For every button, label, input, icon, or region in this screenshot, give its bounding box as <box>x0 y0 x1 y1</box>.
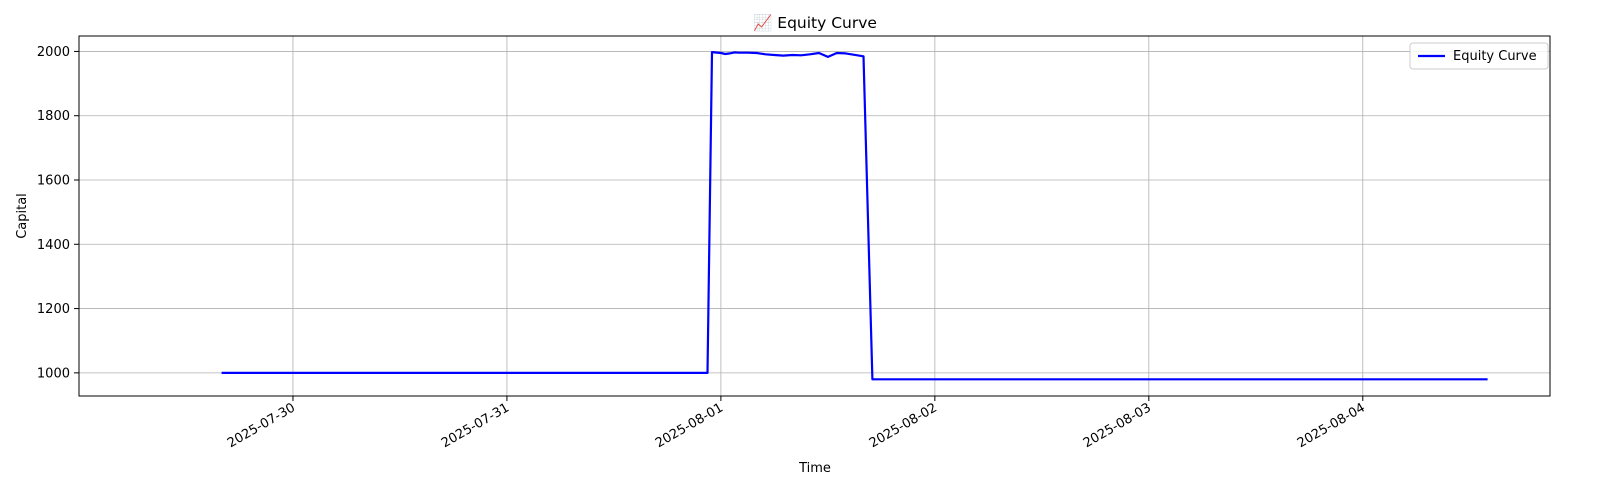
x-tick-label: 2025-07-31 <box>439 400 512 451</box>
series-line-equity-curve <box>221 50 1488 381</box>
y-tick-label: 1200 <box>37 302 70 317</box>
legend-label: Equity Curve <box>1453 49 1537 64</box>
plot-area-frame <box>78 35 1551 397</box>
x-axis-ticks: 2025-07-30 2025-07-31 2025-08-01 2025-08-02… <box>225 396 1368 451</box>
legend-box <box>1409 42 1549 70</box>
y-tick-label: 1400 <box>37 238 70 253</box>
legend: Equity Curve <box>1409 42 1549 70</box>
x-axis-label: Time <box>798 461 831 476</box>
x-tick-label: 2025-08-01 <box>653 400 726 451</box>
x-tick-label: 2025-07-30 <box>225 400 298 451</box>
x-tick-label: 2025-08-02 <box>867 400 940 451</box>
y-tick-label: 1800 <box>37 109 70 124</box>
chart-title: 📈 Equity Curve <box>753 13 877 32</box>
x-tick-label: 2025-08-03 <box>1081 400 1154 451</box>
y-tick-label: 2000 <box>37 45 70 60</box>
grid-lines <box>79 36 1550 396</box>
y-tick-label: 1600 <box>37 174 70 189</box>
y-axis-ticks: 1000 1200 1400 1600 1800 2000 <box>37 45 79 381</box>
y-tick-label: 1000 <box>37 366 70 381</box>
x-tick-label: 2025-08-04 <box>1295 400 1368 451</box>
series-layer <box>221 50 1488 381</box>
y-axis-label: Capital <box>15 193 30 239</box>
